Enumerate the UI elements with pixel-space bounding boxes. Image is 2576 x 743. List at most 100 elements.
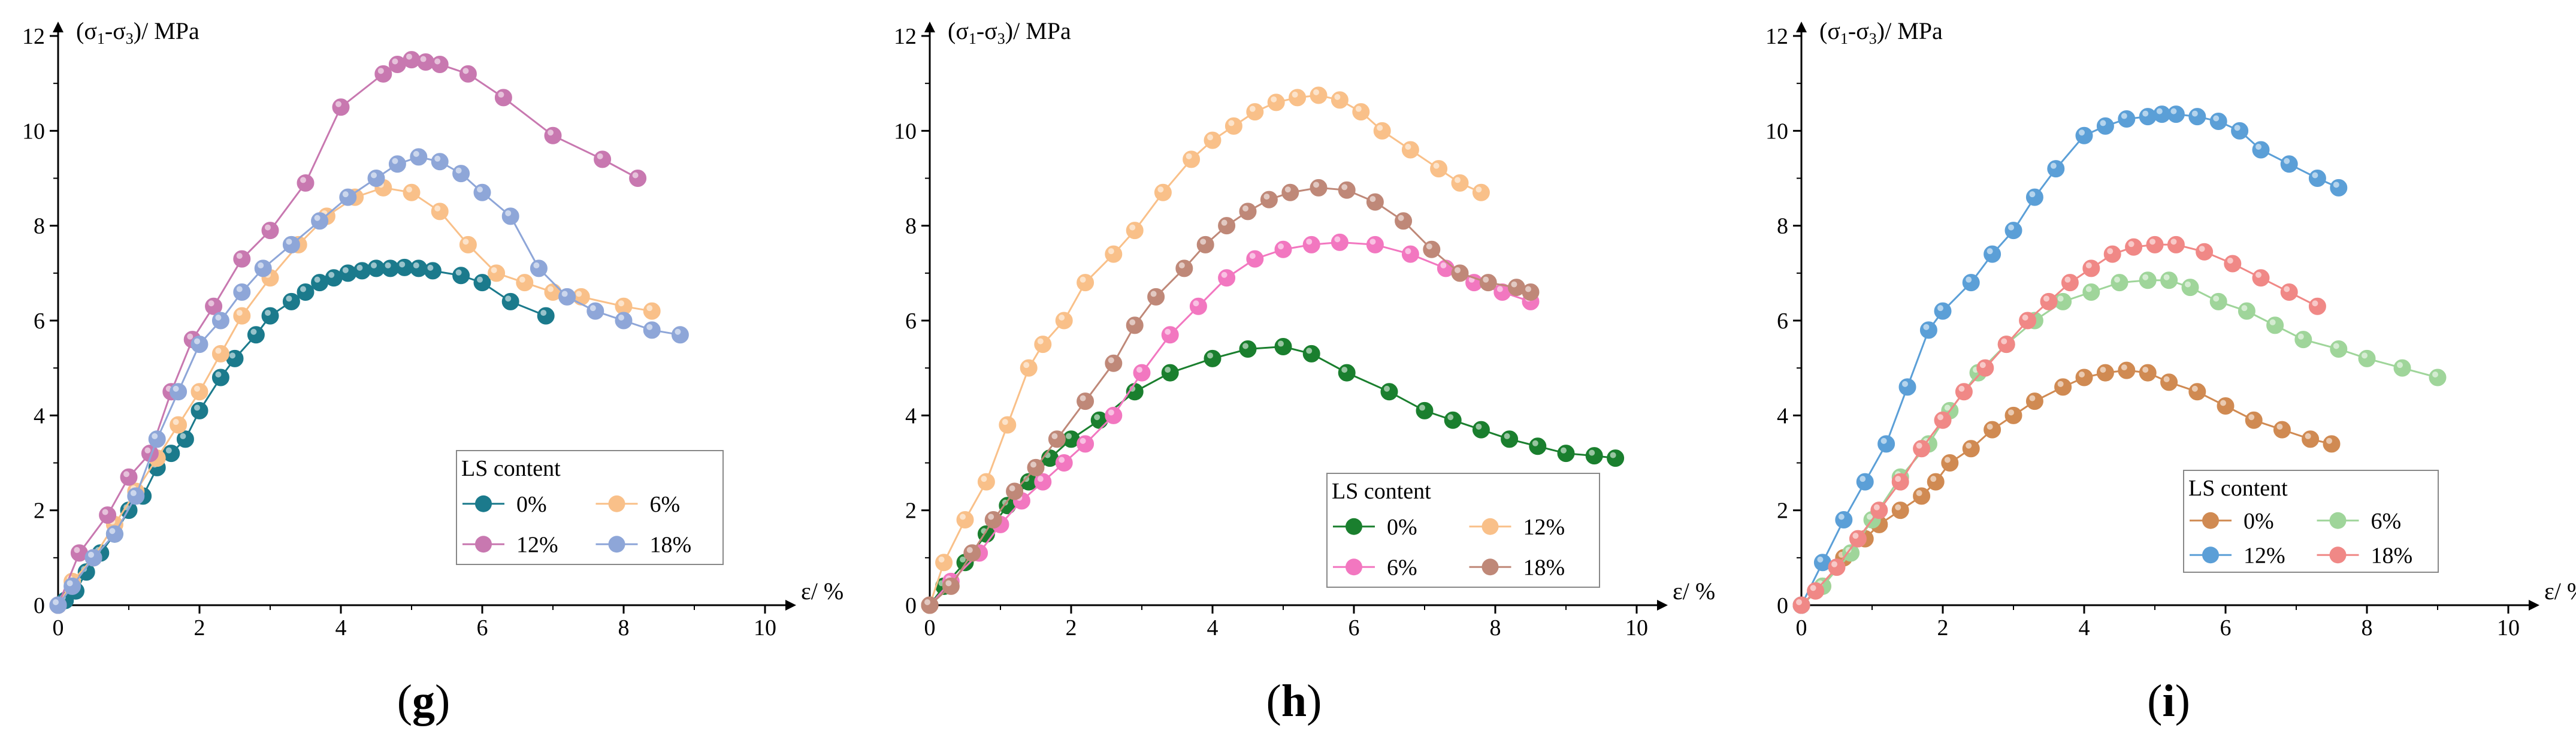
data-point-highlight (265, 310, 271, 316)
data-point-highlight (2199, 246, 2205, 252)
data-point-highlight (1419, 404, 1425, 411)
data-point (1941, 454, 1959, 472)
data-point (2118, 361, 2136, 379)
data-point-highlight (1023, 362, 1030, 369)
data-point (2196, 243, 2214, 261)
data-point (544, 126, 562, 144)
legend: LS content 0% 12% 6% 18% (1326, 473, 1600, 588)
data-point-highlight (1880, 437, 1887, 444)
data-point (1451, 264, 1469, 282)
data-point (2025, 188, 2043, 206)
data-point (191, 383, 208, 401)
data-point (2252, 141, 2270, 159)
legend-label: 12% (2244, 543, 2285, 568)
data-point (1501, 430, 1519, 448)
data-point (1962, 274, 1980, 292)
data-point (2167, 235, 2185, 253)
data-point-highlight (194, 338, 200, 345)
legend-item: 0% (2190, 509, 2274, 534)
data-point-highlight (1059, 315, 1065, 321)
y-tick-label: 12 (22, 24, 45, 49)
data-point (403, 183, 421, 201)
data-point-highlight (2191, 385, 2198, 392)
data-point (1133, 364, 1151, 382)
data-point-highlight (1080, 437, 1086, 444)
data-point (2224, 255, 2242, 273)
data-point-highlight (1966, 442, 1972, 449)
data-point (473, 183, 491, 201)
data-point (1401, 245, 1419, 263)
data-point (494, 89, 512, 107)
data-point-highlight (342, 267, 349, 273)
data-point (254, 259, 272, 277)
panel-label-close: ) (1307, 676, 1322, 726)
x-axis-arrow (785, 600, 796, 611)
data-point-highlight (988, 514, 994, 520)
y-axis-label-part: (σ (1819, 17, 1840, 44)
data-point (2217, 397, 2235, 415)
x-axis-label: ε/ % (1673, 578, 1715, 605)
data-point (2302, 430, 2320, 448)
data-point (2358, 349, 2376, 367)
data-point-highlight (1966, 276, 1972, 283)
data-point (2004, 406, 2022, 424)
data-point (1196, 235, 1214, 253)
data-point (1423, 240, 1441, 258)
y-tick-label: 8 (1777, 214, 1788, 239)
data-point (1451, 174, 1469, 192)
data-point (629, 170, 647, 187)
legend-item: 0% (1333, 515, 1417, 540)
data-point-highlight (1030, 461, 1036, 468)
data-point (2096, 117, 2114, 135)
data-point-highlight (2305, 433, 2311, 439)
data-point-highlight (1937, 414, 1943, 421)
data-point-highlight (2297, 333, 2304, 340)
data-point-highlight (215, 348, 222, 354)
data-point (1835, 511, 1853, 528)
data-point (64, 577, 81, 595)
y-axis-label: (σ1-σ3)/ MPa (1819, 17, 1943, 47)
data-point (1274, 338, 1292, 356)
data-point-highlight (434, 155, 441, 162)
data-point (49, 596, 67, 614)
data-point (452, 267, 470, 285)
data-point-highlight (1278, 340, 1284, 347)
y-axis-arrow (924, 22, 935, 32)
data-point (2061, 274, 2079, 292)
data-point-highlight (152, 433, 158, 439)
data-point-highlight (1930, 476, 1937, 482)
legend-marker (475, 495, 492, 512)
data-point-highlight (250, 328, 257, 335)
data-point (1077, 274, 1095, 292)
data-point-highlight (1278, 243, 1284, 250)
data-point-highlight (945, 580, 952, 587)
data-point-highlight (2064, 276, 2071, 283)
data-point-highlight (1313, 89, 1319, 95)
data-point-highlight (109, 528, 116, 534)
data-point-highlight (540, 310, 547, 316)
data-point (1260, 191, 1278, 209)
data-point-highlight (1355, 105, 1362, 112)
data-point (211, 345, 229, 363)
data-point (1557, 445, 1575, 463)
data-point-highlight (2057, 295, 2064, 302)
data-point-highlight (1334, 93, 1341, 100)
data-point-highlight (286, 295, 292, 302)
data-point-highlight (1476, 186, 1482, 193)
data-point-highlight (2269, 319, 2276, 325)
data-point-highlight (1852, 533, 1859, 539)
x-tick-label: 4 (335, 615, 347, 641)
data-point (1955, 383, 1973, 401)
data-point-highlight (1987, 248, 1993, 255)
data-point-highlight (413, 262, 419, 268)
data-point-highlight (123, 471, 129, 478)
data-point-highlight (597, 153, 603, 159)
data-point (1027, 458, 1045, 476)
data-point (1302, 345, 1320, 363)
data-point (586, 302, 604, 320)
data-point (1204, 131, 1222, 149)
data-point (1289, 89, 1307, 107)
legend-item: 12% (1469, 515, 1565, 540)
data-point-highlight (1284, 186, 1291, 193)
data-point-highlight (427, 264, 434, 271)
